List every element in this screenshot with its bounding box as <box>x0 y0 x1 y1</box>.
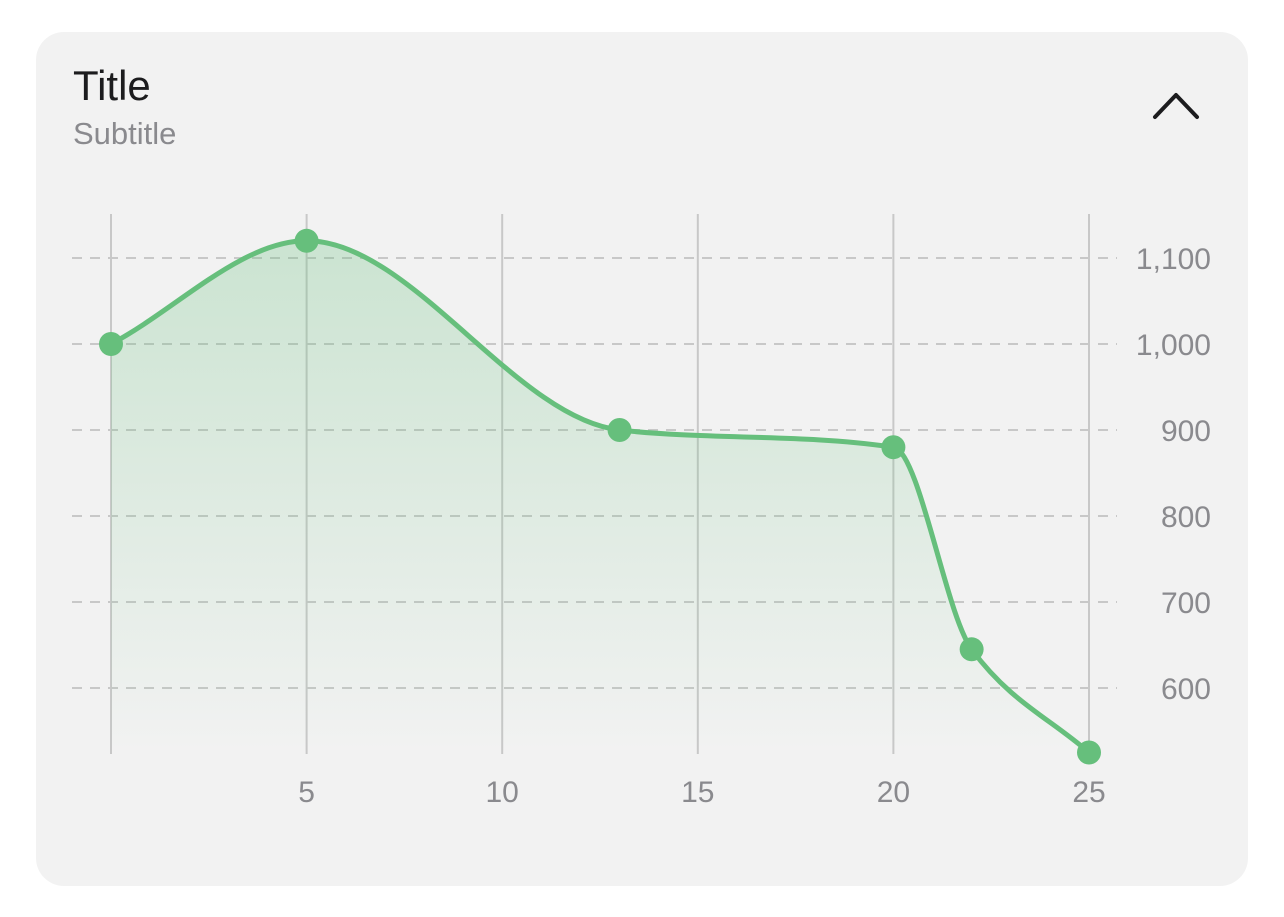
data-point[interactable] <box>959 637 984 662</box>
y-tick-label: 800 <box>1161 501 1211 534</box>
y-axis-tick-labels: 600 700 800 900 1,000 1,100 <box>1136 243 1211 706</box>
data-points <box>99 228 1101 765</box>
x-tick-label: 25 <box>1072 776 1105 809</box>
x-tick-label: 15 <box>681 776 714 809</box>
data-point[interactable] <box>99 332 123 356</box>
data-point[interactable] <box>294 228 319 253</box>
data-point[interactable] <box>607 418 632 442</box>
area-fill <box>111 240 1089 755</box>
y-tick-label: 1,000 <box>1136 329 1211 362</box>
y-tick-label: 700 <box>1161 587 1211 620</box>
card-title: Title <box>73 62 151 109</box>
y-tick-label: 900 <box>1161 415 1211 448</box>
x-tick-label: 10 <box>486 776 519 809</box>
x-tick-label: 5 <box>298 776 315 809</box>
data-point[interactable] <box>1077 740 1101 765</box>
card-subtitle: Subtitle <box>73 116 177 151</box>
collapse-button[interactable] <box>1142 78 1210 134</box>
x-tick-label: 20 <box>877 776 910 809</box>
y-tick-label: 1,100 <box>1136 243 1211 276</box>
chevron-up-icon <box>1153 93 1199 119</box>
data-point[interactable] <box>881 435 906 460</box>
x-axis-tick-labels: 5 10 15 20 25 <box>298 776 1105 809</box>
y-tick-label: 600 <box>1161 673 1211 706</box>
